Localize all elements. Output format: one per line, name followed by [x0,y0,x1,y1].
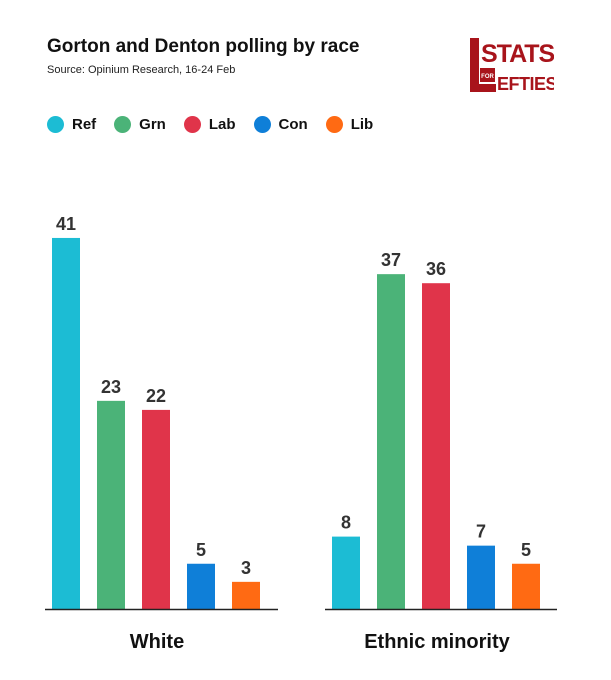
bar-white-grn [97,400,125,609]
bar-white-lab [142,409,170,609]
bar-ethnic-minority-ref [332,536,360,609]
bar-ethnic-minority-grn [377,274,405,609]
legend-label-con: Con [278,116,308,133]
legend-item-ref: Ref [47,116,96,133]
data-label-white-ref: 41 [56,214,76,234]
category-label-white: White [130,631,184,653]
data-label-ethnic-minority-ref: 8 [341,513,351,533]
legend-swatch-con [253,116,271,133]
legend-item-grn: Grn [114,116,166,133]
bar-white-ref [52,237,80,609]
chart-title: Gorton and Denton polling by race [47,36,360,57]
legend-item-lab: Lab [183,116,236,133]
data-label-ethnic-minority-lab: 36 [426,259,446,279]
data-label-ethnic-minority-grn: 37 [381,250,401,270]
data-label-ethnic-minority-lib: 5 [521,540,531,560]
data-label-ethnic-minority-con: 7 [476,522,486,542]
data-label-white-grn: 23 [101,377,121,397]
legend-label-lab: Lab [208,116,236,133]
bar-ethnic-minority-lib [512,563,540,609]
bar-ethnic-minority-lab [422,283,450,609]
data-label-white-lib: 3 [241,558,251,578]
legend-label-grn: Grn [139,116,166,133]
legend-label-lib: Lib [350,116,374,133]
legend: Ref Grn Lab Con Lib [47,116,391,133]
legend-item-con: Con [253,116,308,133]
data-label-white-con: 5 [196,540,206,560]
legend-swatch-lib [325,116,343,133]
category-label-ethnic-minority: Ethnic minority [364,631,510,653]
bar-white-lib [232,581,260,609]
bar-white-con [187,563,215,609]
logo-text-bottom: EFTIES [497,74,554,94]
logo-graphic: STATS FOR EFTIES [470,38,558,94]
bar-ethnic-minority-con [467,545,495,609]
legend-item-lib: Lib [325,116,374,133]
data-label-white-lab: 22 [146,386,166,406]
legend-label-ref: Ref [72,116,97,133]
logo-text-for: FOR [481,74,494,80]
chart-subtitle: Source: Opinium Research, 16-24 Feb [47,64,236,76]
stats-for-lefties-logo: STATS FOR EFTIES [470,38,558,94]
legend-swatch-grn [114,116,132,133]
logo-text-top: STATS [481,40,554,68]
legend-swatch-lab [183,116,201,133]
legend-swatch-ref [47,116,64,133]
